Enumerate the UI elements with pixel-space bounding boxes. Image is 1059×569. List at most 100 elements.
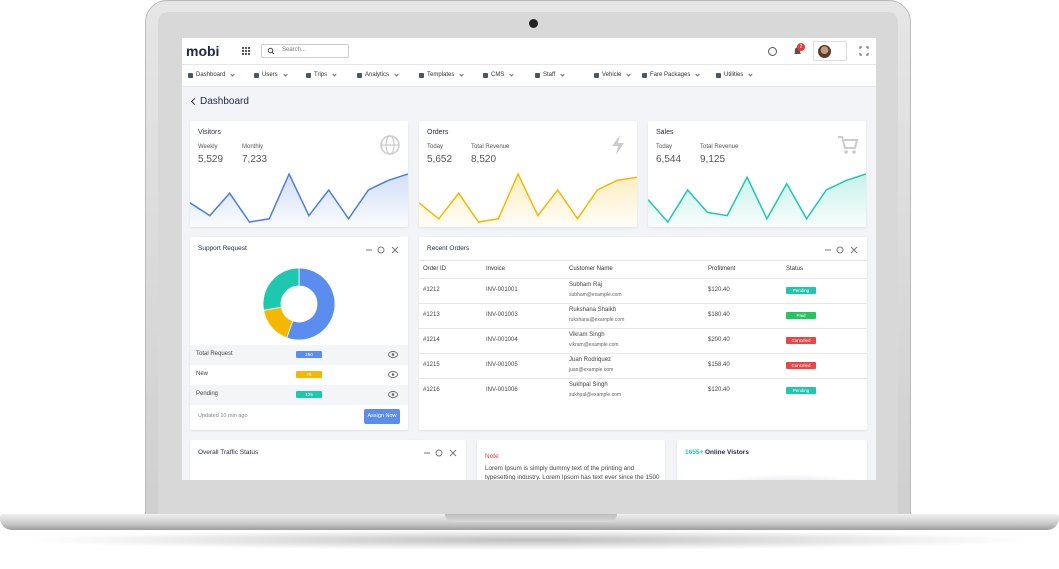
nav-icon: [254, 73, 259, 78]
refresh-icon: [836, 246, 844, 254]
order-id: #1214: [423, 337, 440, 343]
donut-slice: [262, 267, 300, 311]
nav-label: Fare Packages: [650, 72, 691, 78]
customer-email: rukshana@example.com: [569, 317, 625, 323]
nav-label: Templates: [427, 72, 455, 78]
stat-label: Total Revenue: [471, 144, 510, 150]
profit: $200.40: [708, 337, 730, 343]
view-icon: [388, 351, 398, 358]
sparkline-line: [419, 172, 637, 223]
row-rule: [419, 353, 867, 354]
card-icon: [380, 135, 400, 155]
close-icon: [449, 449, 457, 457]
row-rule: [419, 303, 867, 304]
sparkline-line: [648, 173, 866, 224]
support-row: Total Request 250: [190, 345, 408, 365]
status-badge: Canceled: [786, 337, 816, 344]
card-title: Support Request: [198, 245, 247, 252]
refresh-icon: [377, 246, 385, 254]
view-icon: [388, 391, 398, 398]
recent-orders-card: Recent Orders Order ID Invoice Customer Nam…: [419, 237, 867, 430]
back-chevron[interactable]: [190, 97, 199, 106]
nav-caret: [332, 72, 337, 77]
apps-dot: [242, 50, 244, 52]
nav-caret: [560, 72, 565, 77]
apps-icon: [242, 47, 250, 55]
stat-label: Total Revenue: [700, 144, 739, 150]
eye-pupil: [391, 373, 395, 376]
support-label: Pending: [196, 391, 219, 397]
card-title: Visitors: [198, 129, 221, 136]
stat-value: 9,125: [700, 154, 726, 165]
camera: [529, 19, 538, 28]
sparkline-area: [190, 174, 408, 227]
base-notch: [445, 514, 617, 522]
screen: mobi Search... 2 Dashboard Users Trips Analyti…: [182, 38, 876, 480]
stat-value: 6,544: [656, 154, 682, 165]
bolt-icon: [612, 135, 624, 155]
note-label: Note: [485, 453, 499, 460]
sparkline-area: [419, 174, 637, 227]
nav-caret: [283, 72, 288, 77]
stat-value: 7,233: [242, 154, 268, 165]
invoice: INV-001003: [486, 312, 518, 318]
online-count: 1655+: [685, 449, 704, 456]
donut-slice: [286, 267, 336, 341]
card-icon: [612, 135, 624, 155]
table-header-rule: [419, 260, 867, 261]
stat-label: Weekly: [198, 144, 218, 150]
nav-caret: [748, 72, 753, 77]
nav-icon: [483, 73, 488, 78]
info-icon: [768, 47, 777, 56]
nav-label: Analytics: [365, 72, 390, 78]
search-box[interactable]: Search...: [261, 44, 349, 58]
note-text: Lorem Ipsum is simply dummy text of the …: [485, 465, 660, 480]
nav-icon: [419, 73, 424, 78]
status-badge: Canceled: [786, 362, 816, 369]
fullscreen-shape: [859, 46, 869, 56]
customer-name: Sukhpal Singh: [569, 382, 608, 388]
stat-value: 5,529: [198, 154, 224, 165]
cart-wheel: [844, 150, 848, 154]
customer-name: Juan Rodriquez: [569, 357, 612, 363]
card-icon: [838, 136, 859, 154]
donut-slice: [263, 306, 294, 339]
stat-label: Today: [656, 144, 673, 150]
support-badge: 250: [296, 351, 322, 358]
user-menu[interactable]: [813, 41, 847, 61]
apps-dot: [245, 50, 247, 52]
stat-value: 8,520: [471, 154, 497, 165]
search-icon: [267, 47, 275, 55]
nav-icon: [306, 73, 311, 78]
row-rule: [419, 328, 867, 329]
close-icon: [391, 246, 399, 254]
customer-email: juan@example.com: [569, 367, 614, 373]
cart-icon: [838, 136, 859, 149]
invoice: INV-001001: [486, 287, 518, 293]
status-badge: Paid: [786, 312, 816, 319]
card-title: Sales: [656, 129, 674, 136]
sparkline-line: [190, 172, 408, 223]
nav-caret: [626, 72, 631, 77]
search-glass: [267, 47, 274, 54]
fullscreen-icon: [859, 46, 869, 56]
note-card: Note Lorem Ipsum is simply dummy text of …: [477, 440, 665, 480]
online-label: Online Vistors: [705, 449, 749, 456]
nav-label: CMS: [491, 72, 505, 78]
support-request-card: Support Request Total Request 250 New 75 Pend…: [190, 237, 408, 430]
eye-pupil: [391, 393, 395, 396]
assign-button[interactable]: Assign Now: [364, 409, 400, 424]
column-header: Profitment: [708, 266, 736, 272]
sparkline: [648, 173, 866, 227]
top-header: mobi Search... 2: [182, 38, 876, 65]
column-header: Status: [786, 266, 804, 272]
view-icon: [388, 371, 398, 378]
sparkline: [419, 172, 637, 227]
apps-dot: [242, 47, 244, 49]
order-id: #1213: [423, 312, 440, 318]
nav-label: Vehicle: [602, 72, 622, 78]
nav-caret: [459, 72, 464, 77]
search-handle: [271, 51, 275, 55]
order-id: #1215: [423, 362, 440, 368]
apps-dot: [245, 53, 247, 55]
